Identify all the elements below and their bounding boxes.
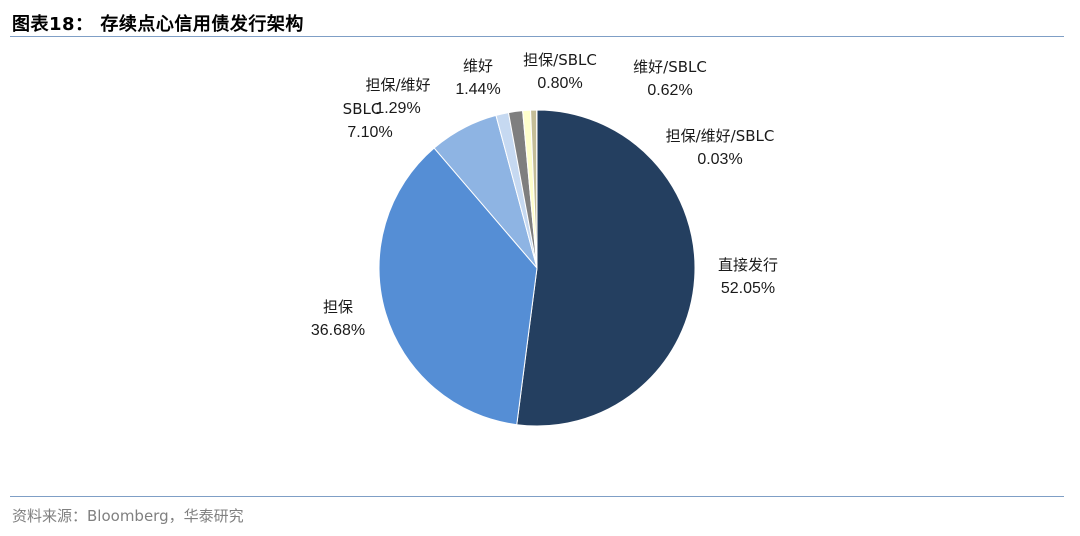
pie-slice-2 — [378, 147, 538, 426]
source-note: 资料来源：Bloomberg，华泰研究 — [12, 507, 244, 525]
source-bar: 资料来源：Bloomberg，华泰研究 — [10, 496, 1064, 525]
slice-value-label: 1.29% — [375, 100, 420, 117]
slice-name-label: 直接发行 — [718, 256, 778, 274]
title-bar: 图表18： 存续点心信用债发行架构 — [10, 6, 1064, 37]
slice-value-label: 0.03% — [697, 151, 742, 168]
labels-layer: 直接发行 52.05% 担保 36.68% SBLC 7.10% 担保/维好 1.29% 维好 1… — [311, 51, 778, 339]
slice-name-label: 担保/维好 — [365, 76, 430, 94]
slice-name-label: 维好/SBLC — [633, 58, 707, 76]
slice-name-label: 维好 — [463, 57, 493, 75]
slice-name-label: SBLC — [343, 100, 382, 118]
slice-value-label: 36.68% — [311, 322, 365, 339]
slice-name-label: 担保/维好/SBLC — [666, 127, 775, 145]
slices-layer — [378, 109, 696, 427]
slice-value-label: 1.44% — [455, 81, 500, 98]
slice-value-label: 0.80% — [537, 75, 582, 92]
pie-slice-1 — [516, 109, 696, 427]
slice-value-label: 0.62% — [647, 82, 692, 99]
slice-name-label: 担保 — [323, 298, 353, 316]
slice-value-label: 7.10% — [347, 124, 392, 141]
slice-name-label: 担保/SBLC — [523, 51, 597, 69]
slice-value-label: 52.05% — [721, 280, 775, 297]
chart-title: 图表18： 存续点心信用债发行架构 — [12, 14, 304, 35]
